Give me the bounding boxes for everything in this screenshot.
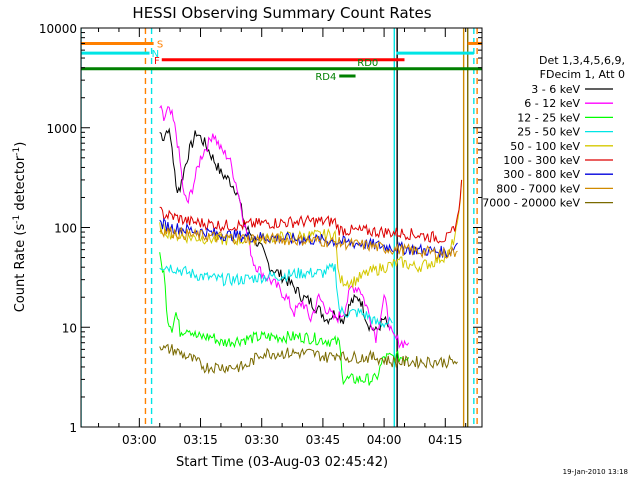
y-tick-label-1000: 1000 <box>46 122 77 136</box>
legend-header-decim: FDecim 1, Att 0 <box>540 68 625 81</box>
series-line-50-100-kev <box>159 179 463 290</box>
legend-label-6-12-kev: 6 - 12 keV <box>524 97 580 110</box>
flag-label-rd0: RD0 <box>357 58 378 69</box>
series-line-800-7000-kev <box>159 226 458 260</box>
series-line-3-6-kev <box>159 127 389 333</box>
flag-labels: SNF RD0 RD4 <box>152 39 379 83</box>
series-line-300-800-kev <box>159 217 458 258</box>
legend: Det 1,3,4,5,6,9, FDecim 1, Att 0 3 - 6 k… <box>482 54 625 210</box>
x-tick-label-03-15: 03:15 <box>183 433 218 447</box>
generation-timestamp: 19-Jan-2010 13:18 <box>563 468 628 476</box>
chart-title: HESSI Observing Summary Count Rates <box>132 4 431 22</box>
plot-frame <box>80 27 483 428</box>
y-axis-label-sup: -1 <box>12 215 22 224</box>
y-axis-label-end: ) <box>13 142 28 147</box>
x-tick-label-03-30: 03:30 <box>244 433 279 447</box>
x-tick-label-04-00: 04:00 <box>367 433 402 447</box>
x-tick-label-03-45: 03:45 <box>306 433 341 447</box>
flag-label-s: S <box>157 39 163 50</box>
axis-ticks: 1 10 100 1000 10000 03:00 03:15 03:30 03:45 04:00… <box>39 22 482 447</box>
y-axis-label-mid: detector <box>13 155 28 215</box>
legend-label-300-800-kev: 300 - 800 keV <box>503 168 580 181</box>
series-line-100-300-kev <box>159 179 463 244</box>
legend-label-800-7000-kev: 800 - 7000 keV <box>496 182 580 195</box>
legend-label-12-25-kev: 12 - 25 keV <box>517 111 580 124</box>
legend-label-25-50-kev: 25 - 50 keV <box>517 126 580 139</box>
series-line-12-25-kev <box>159 252 410 386</box>
flag-label-n: N <box>152 49 159 60</box>
plot-area <box>81 28 482 427</box>
flag-label-f: F <box>154 56 160 67</box>
legend-label-3-6-kev: 3 - 6 keV <box>531 83 580 96</box>
legend-label-50-100-kev: 50 - 100 keV <box>510 140 580 153</box>
legend-header-detectors: Det 1,3,4,5,6,9, <box>539 54 625 67</box>
x-tick-label-03-00: 03:00 <box>122 433 157 447</box>
y-axis-label-sup2: -1 <box>12 147 22 156</box>
y-axis-label: Count Rate (s-1 detector-1) <box>12 142 28 313</box>
series-line-7000-20000-kev <box>159 343 458 375</box>
y-tick-label-10: 10 <box>62 321 77 335</box>
x-tick-label-04-15: 04:15 <box>428 433 463 447</box>
series-line-25-50-kev <box>159 262 393 329</box>
y-tick-label-100: 100 <box>54 222 77 236</box>
flag-label-rd4: RD4 <box>315 72 336 83</box>
y-tick-label-1: 1 <box>69 421 77 435</box>
legend-label-7000-20000-kev: 7000 - 20000 keV <box>482 197 580 210</box>
y-tick-label-10000: 10000 <box>39 22 77 36</box>
series-line-6-12-kev <box>159 104 410 350</box>
legend-label-100-300-kev: 100 - 300 keV <box>503 154 580 167</box>
x-axis-label: Start Time (03-Aug-03 02:45:42) <box>176 455 388 470</box>
y-axis-label-main: Count Rate (s <box>13 224 28 313</box>
